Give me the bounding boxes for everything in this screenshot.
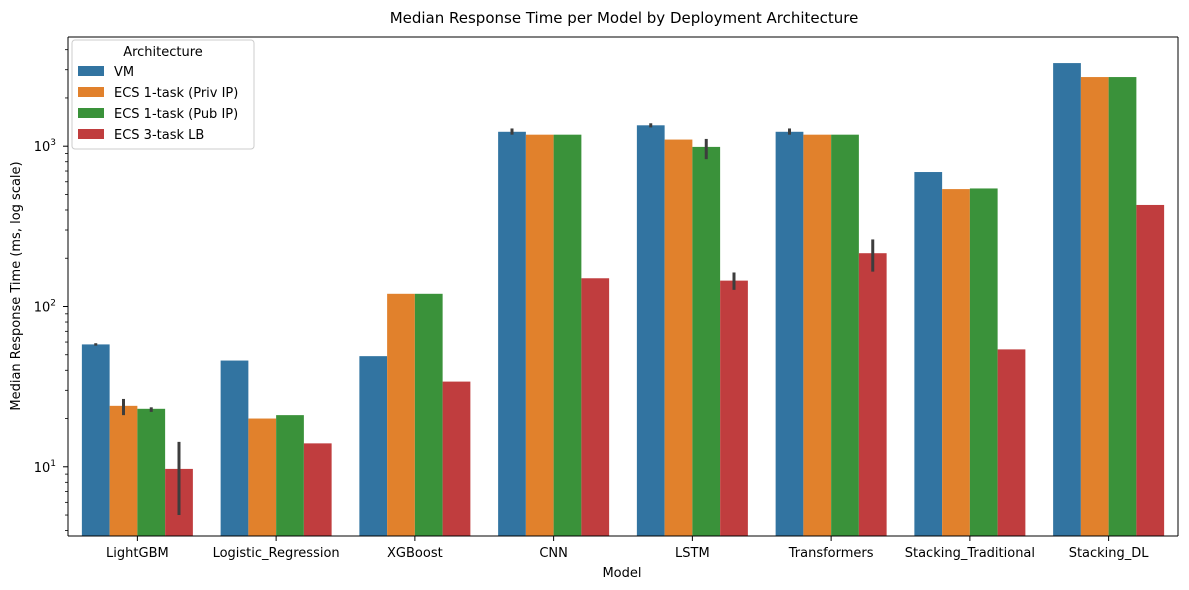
x-tick-label: LSTM [675, 546, 710, 561]
bar [303, 443, 332, 536]
bars [81, 63, 1165, 537]
bar [137, 408, 166, 536]
x-tick-label: Stacking_Traditional [905, 546, 1035, 561]
x-ticks: LightGBM Logistic_Regression XGBoost CNN LST… [106, 536, 1149, 561]
bar [692, 146, 721, 536]
bar [942, 189, 970, 536]
bar [997, 349, 1026, 536]
bar [831, 134, 859, 536]
x-tick-label: LightGBM [106, 546, 169, 561]
bar [220, 360, 249, 536]
x-tick-label: CNN [539, 546, 568, 561]
legend-swatch [78, 66, 104, 76]
bar [442, 381, 471, 536]
bar [414, 293, 443, 536]
bar [1136, 204, 1165, 536]
legend: Architecture VM ECS 1-task (Priv IP) ECS 1-… [71, 39, 255, 150]
y-tick-label: 103 [34, 138, 56, 155]
bar [581, 278, 610, 536]
bar [775, 131, 804, 536]
chart-title: Median Response Time per Model by Deploy… [390, 9, 859, 27]
bar [276, 415, 304, 536]
legend-swatch [78, 129, 104, 139]
bar [248, 418, 277, 536]
y-tick-label: 101 [34, 459, 56, 476]
legend-label: ECS 1-task (Priv IP) [114, 86, 238, 101]
legend-swatch [78, 108, 104, 118]
x-tick-label: Transformers [788, 546, 874, 561]
bar [525, 134, 554, 536]
bar [359, 356, 388, 536]
legend-label: ECS 3-task LB [114, 128, 204, 143]
bar [1108, 77, 1137, 536]
y-tick-label: 102 [34, 298, 56, 315]
bar [720, 280, 748, 536]
bar [858, 253, 887, 536]
y-axis-label: Median Response Time (ms, log scale) [9, 161, 24, 410]
x-axis-label: Model [602, 566, 641, 581]
bar [387, 293, 415, 536]
bar [1053, 63, 1081, 536]
error-bars [94, 123, 875, 516]
bar [498, 131, 526, 536]
bar [553, 134, 582, 536]
bar [914, 172, 943, 537]
bar [109, 405, 138, 536]
x-tick-label: XGBoost [387, 546, 443, 561]
bar [636, 125, 665, 536]
legend-label: VM [114, 65, 134, 80]
y-ticks: 101 102 103 [34, 49, 68, 531]
legend-box [71, 39, 255, 150]
bar [1080, 77, 1109, 536]
legend-swatch [78, 87, 104, 97]
legend-title: Architecture [123, 45, 203, 60]
x-tick-label: Stacking_DL [1069, 546, 1150, 561]
axes [67, 36, 1179, 537]
bar [803, 134, 832, 536]
bar [969, 188, 998, 537]
x-tick-label: Logistic_Regression [213, 546, 340, 561]
legend-label: ECS 1-task (Pub IP) [114, 107, 238, 122]
bar [81, 344, 110, 536]
bar [664, 139, 693, 536]
